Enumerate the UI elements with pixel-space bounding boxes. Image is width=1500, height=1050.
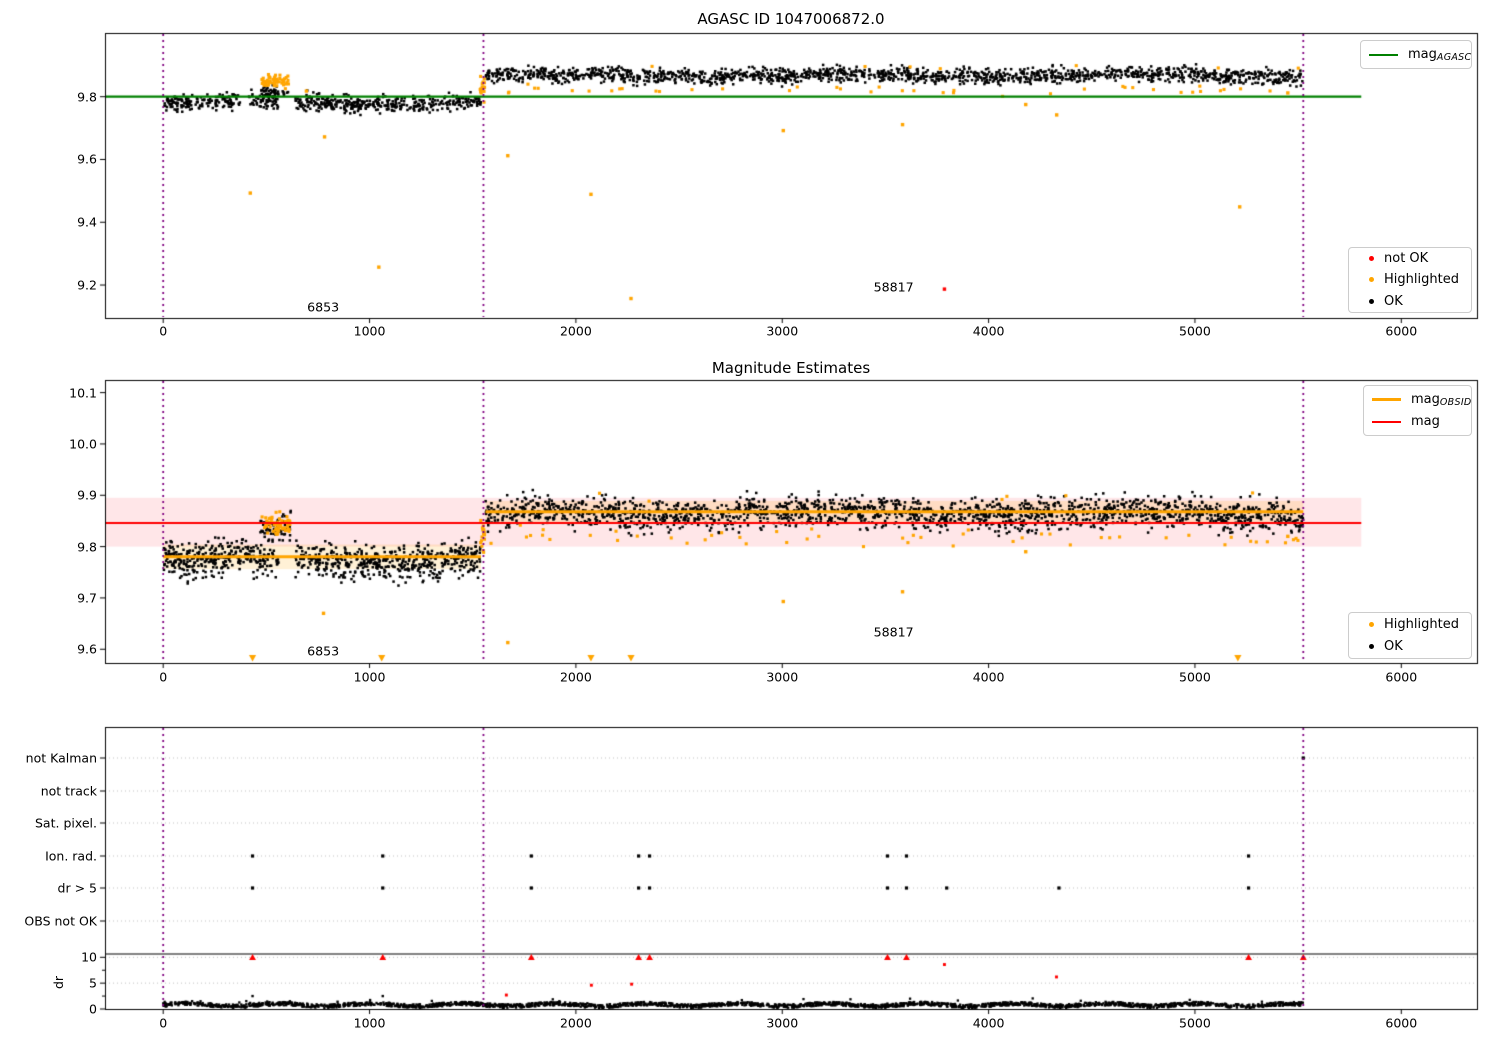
x-tick-label: 3000 xyxy=(766,1015,799,1031)
ok-dot-icon xyxy=(1369,644,1374,649)
legend-label-mag-agasc: magAGASC xyxy=(1408,46,1472,63)
x-tick-label: 1000 xyxy=(353,323,386,339)
legend-row-ok-2: OK xyxy=(1349,636,1471,658)
x-tick-label: 2000 xyxy=(559,669,592,685)
x-tick-label: 5000 xyxy=(1179,669,1211,685)
x-tick-label: 2000 xyxy=(559,323,592,339)
legend-plot2-lines: magOBSID mag xyxy=(1363,385,1472,436)
highlighted-dot-icon xyxy=(1369,277,1374,283)
legend-label-highlighted-2: Highlighted xyxy=(1384,617,1459,632)
dr-axis-label: dr xyxy=(51,975,67,990)
highlighted-dot-icon xyxy=(1369,622,1374,627)
flag-row-label: Sat. pixel. xyxy=(35,815,97,831)
plot-annotation: 58817 xyxy=(873,624,914,640)
y-tick-label: 9.8 xyxy=(77,539,97,555)
plot1-title: AGASC ID 1047006872.0 xyxy=(697,10,885,28)
x-tick-label: 1000 xyxy=(353,1015,386,1031)
y-tick-label: 9.6 xyxy=(77,641,97,657)
legend-label-not-ok: not OK xyxy=(1384,251,1429,267)
plot-annotation: 6853 xyxy=(307,643,340,659)
x-tick-label: 0 xyxy=(159,1015,168,1031)
y-tick-label: 9.6 xyxy=(77,151,97,167)
x-tick-label: 3000 xyxy=(766,669,799,685)
y-tick-label: 9.4 xyxy=(77,214,97,230)
y-tick-label: 9.7 xyxy=(77,590,97,606)
flag-row-label: dr > 5 xyxy=(57,880,97,896)
plot2-title: Magnitude Estimates xyxy=(711,359,871,377)
legend-label-ok-2: OK xyxy=(1384,639,1403,654)
x-tick-label: 4000 xyxy=(972,1015,1005,1031)
x-tick-label: 5000 xyxy=(1179,323,1211,339)
orange-line-sample xyxy=(1372,398,1401,401)
dr-tick-label: 10 xyxy=(81,949,97,965)
plot-annotation: 6853 xyxy=(307,299,340,315)
ok-dot-icon xyxy=(1369,298,1374,304)
legend-plot2-markers: Highlighted OK xyxy=(1348,612,1472,659)
x-tick-label: 6000 xyxy=(1385,1015,1418,1031)
x-tick-label: 3000 xyxy=(766,323,799,339)
legend-plot1-markers: not OK Highlighted OK xyxy=(1348,247,1472,313)
legend-row-mag-obsid: magOBSID xyxy=(1364,389,1471,411)
x-tick-label: 1000 xyxy=(353,669,386,685)
legend-row-mag: mag xyxy=(1364,411,1471,433)
x-tick-label: 2000 xyxy=(559,1015,592,1031)
legend-label-mag: mag xyxy=(1411,413,1440,429)
flag-row-label: Ion. rad. xyxy=(45,848,97,864)
x-tick-label: 6000 xyxy=(1385,323,1418,339)
legend-row-highlighted-2: Highlighted xyxy=(1349,614,1471,636)
y-tick-label: 10.0 xyxy=(69,436,97,452)
plot-annotation: 58817 xyxy=(873,279,914,295)
y-tick-label: 10.1 xyxy=(69,385,97,401)
y-tick-label: 9.9 xyxy=(77,487,97,503)
x-tick-label: 4000 xyxy=(972,323,1005,339)
not-ok-dot-icon xyxy=(1369,256,1374,262)
legend-label-mag-obsid: magOBSID xyxy=(1411,391,1472,408)
x-tick-label: 4000 xyxy=(972,669,1005,685)
flag-row-label: not track xyxy=(40,783,97,799)
y-tick-label: 9.2 xyxy=(77,277,97,293)
legend-label-ok: OK xyxy=(1384,293,1403,309)
legend-row-ok: OK xyxy=(1349,291,1471,312)
dr-tick-label: 5 xyxy=(89,975,97,991)
x-tick-label: 6000 xyxy=(1385,669,1418,685)
x-tick-label: 0 xyxy=(159,323,168,339)
red-line-sample xyxy=(1372,420,1401,423)
flag-row-label: not Kalman xyxy=(25,750,97,766)
legend-row-mag-agasc: magAGASC xyxy=(1361,44,1471,66)
legend-row-highlighted: Highlighted xyxy=(1349,269,1471,290)
flag-row-label: OBS not OK xyxy=(24,913,97,929)
dr-tick-label: 0 xyxy=(89,1001,97,1017)
y-tick-label: 9.8 xyxy=(77,89,97,105)
legend-row-not-ok: not OK xyxy=(1349,248,1471,269)
x-tick-label: 5000 xyxy=(1179,1015,1211,1031)
x-tick-label: 0 xyxy=(159,669,168,685)
legend-label-highlighted: Highlighted xyxy=(1384,272,1459,288)
legend-mag-agasc: magAGASC xyxy=(1360,40,1472,69)
green-line-sample xyxy=(1369,53,1398,56)
